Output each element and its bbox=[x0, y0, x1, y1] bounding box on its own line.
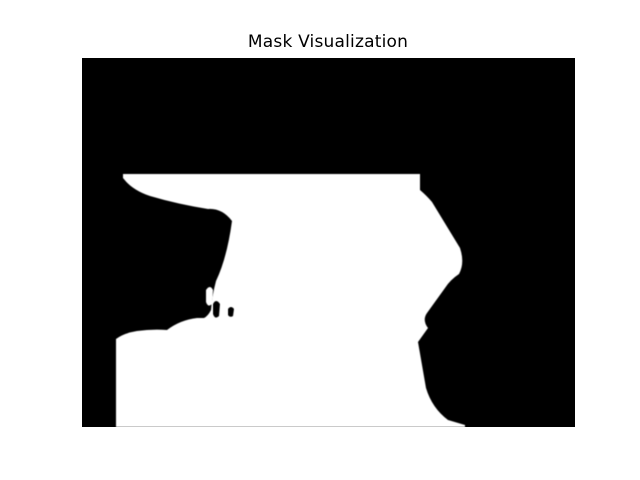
mask-speckle bbox=[206, 287, 213, 306]
mask-speckle bbox=[234, 309, 238, 313]
mask-hole bbox=[213, 301, 220, 318]
mask-foreground-region bbox=[116, 174, 465, 427]
mask-image bbox=[82, 58, 575, 427]
mask-speckle bbox=[220, 304, 226, 312]
mask-hole bbox=[228, 307, 234, 317]
figure-title: Mask Visualization bbox=[247, 32, 409, 52]
mask-speckle bbox=[234, 316, 236, 320]
